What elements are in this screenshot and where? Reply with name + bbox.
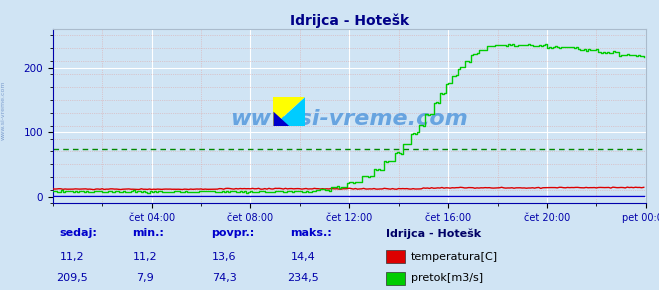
Text: temperatura[C]: temperatura[C] — [411, 252, 498, 262]
Text: 234,5: 234,5 — [287, 273, 319, 283]
Text: Idrijca - Hotešk: Idrijca - Hotešk — [386, 228, 480, 239]
Text: 11,2: 11,2 — [132, 252, 158, 262]
Text: pretok[m3/s]: pretok[m3/s] — [411, 273, 482, 283]
Polygon shape — [273, 97, 305, 126]
Text: 13,6: 13,6 — [212, 252, 237, 262]
Text: 14,4: 14,4 — [291, 252, 316, 262]
Text: maks.:: maks.: — [290, 229, 331, 238]
Polygon shape — [273, 112, 289, 126]
Text: www.si-vreme.com: www.si-vreme.com — [1, 80, 6, 140]
Polygon shape — [273, 97, 305, 126]
Text: povpr.:: povpr.: — [211, 229, 254, 238]
Text: sedaj:: sedaj: — [59, 229, 97, 238]
Title: Idrijca - Hotešk: Idrijca - Hotešk — [290, 13, 409, 28]
Text: www.si-vreme.com: www.si-vreme.com — [231, 110, 468, 129]
Text: 74,3: 74,3 — [212, 273, 237, 283]
Text: 209,5: 209,5 — [57, 273, 88, 283]
Text: 11,2: 11,2 — [60, 252, 85, 262]
Text: min.:: min.: — [132, 229, 163, 238]
Text: 7,9: 7,9 — [136, 273, 154, 283]
